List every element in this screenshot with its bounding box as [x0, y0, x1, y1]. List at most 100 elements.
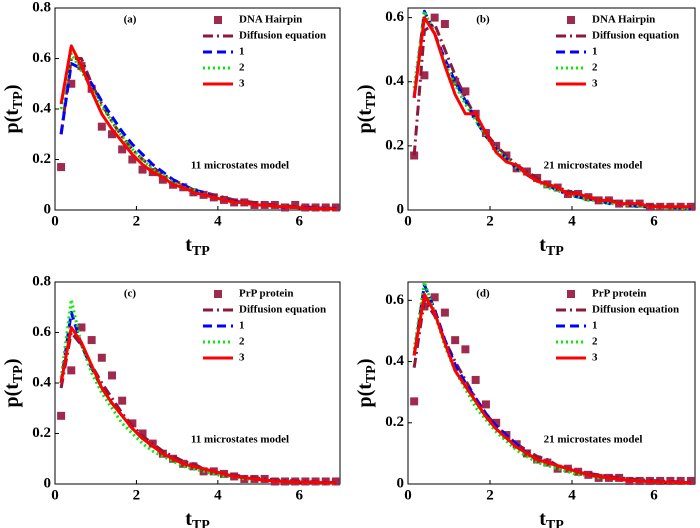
series-line: [59, 310, 336, 485]
y-axis-label: p(tTP): [354, 84, 380, 133]
legend-label: PrP protein: [592, 288, 646, 300]
y-tick-label: 0.6: [32, 50, 51, 66]
x-label-text: t: [539, 508, 546, 528]
legend-label: 2: [592, 336, 598, 348]
data-point: [77, 323, 86, 332]
legend-label: 2: [239, 62, 245, 74]
y-tick-label: 0: [44, 201, 52, 217]
y-tick-label: 0.4: [385, 353, 404, 369]
legend-marker: [214, 16, 222, 24]
y-label-end: ): [354, 358, 376, 365]
y-axis-label: p(tTP): [1, 84, 27, 133]
y-label-end: ): [1, 84, 23, 91]
series-line: [412, 292, 691, 485]
legend-label: Diffusion equation: [592, 30, 679, 42]
data-point: [138, 165, 147, 174]
y-label-text: p(t: [1, 383, 23, 408]
y-axis-label: p(tTP): [354, 358, 380, 407]
data-point: [471, 375, 480, 384]
y-axis-label: p(tTP): [1, 358, 27, 407]
plot-frame: [407, 7, 696, 211]
y-label-sub: TP: [364, 365, 379, 383]
data-point: [430, 293, 439, 302]
y-tick-label: 0.6: [32, 324, 51, 340]
y-tick-label: 0.8: [32, 273, 51, 289]
data-point: [481, 400, 490, 409]
data-point: [67, 366, 76, 375]
legend-label: 3: [592, 352, 598, 364]
legend-label: PrP protein: [239, 288, 293, 300]
y-tick-label: 0: [397, 475, 405, 491]
data-point: [128, 419, 137, 428]
y-tick-label: 0.4: [32, 100, 51, 116]
legend-label: 2: [592, 62, 598, 74]
legend-label: DNA Hairpin: [239, 14, 302, 26]
legend-label: 3: [239, 78, 245, 90]
legend-label: 3: [592, 78, 598, 90]
data-point: [553, 464, 562, 473]
data-point: [128, 155, 137, 164]
x-tick-label: 2: [486, 487, 494, 503]
data-point: [440, 20, 449, 29]
y-tick-label: 0: [397, 201, 405, 217]
y-tick-label: 0.6: [385, 292, 404, 308]
y-tick-label: 0.2: [32, 425, 51, 441]
data-point: [420, 71, 429, 80]
y-label-sub: TP: [11, 365, 26, 383]
x-tick-label: 0: [404, 213, 412, 229]
legend-label: DNA Hairpin: [592, 14, 655, 26]
data-point: [158, 175, 167, 184]
series-line: [59, 325, 336, 485]
x-tick-label: 4: [214, 487, 222, 503]
x-tick-label: 0: [51, 487, 59, 503]
legend-marker: [567, 16, 575, 24]
y-label-text: p(t: [354, 383, 376, 408]
x-label-sub: TP: [192, 518, 210, 528]
y-label-sub: TP: [11, 91, 26, 109]
legend-label: Diffusion equation: [592, 304, 679, 316]
data-point: [461, 87, 470, 96]
data-point: [97, 353, 106, 362]
model-note: 11 microstates model: [191, 434, 289, 446]
data-point: [492, 418, 501, 427]
y-tick-label: 0.6: [385, 9, 404, 25]
data-point: [108, 130, 116, 139]
legend-label: 1: [239, 320, 245, 332]
data-point: [291, 200, 300, 209]
y-tick-label: 0.2: [32, 151, 51, 167]
series-line: [59, 44, 336, 211]
legend-label: 1: [592, 46, 598, 58]
series-line: [412, 9, 691, 210]
data-point: [57, 163, 66, 172]
x-label-text: t: [185, 508, 192, 528]
x-tick-label: 6: [296, 213, 304, 229]
x-tick-label: 2: [133, 487, 141, 503]
data-point: [440, 308, 449, 317]
y-tick-label: 0: [44, 475, 52, 491]
y-tick-label: 0.2: [385, 414, 404, 430]
x-tick-label: 6: [650, 213, 658, 229]
series-line: [412, 298, 691, 484]
x-axis-label: tTP: [539, 508, 564, 528]
data-point: [97, 122, 106, 131]
data-point: [67, 79, 76, 88]
data-point: [410, 397, 419, 406]
y-label-text: p(t: [354, 109, 376, 134]
x-tick-label: 0: [404, 487, 412, 503]
panel-tag: (a): [124, 14, 137, 26]
data-point: [461, 345, 470, 354]
data-point: [676, 476, 685, 485]
series-line: [59, 298, 336, 485]
x-axis-label: tTP: [185, 508, 210, 528]
x-tick-label: 2: [486, 213, 494, 229]
y-label-text: p(t: [1, 109, 23, 134]
x-tick-label: 4: [568, 213, 576, 229]
data-point: [138, 429, 147, 438]
model-note: 11 microstates model: [191, 160, 289, 172]
x-tick-label: 4: [214, 213, 222, 229]
x-tick-label: 6: [296, 487, 304, 503]
